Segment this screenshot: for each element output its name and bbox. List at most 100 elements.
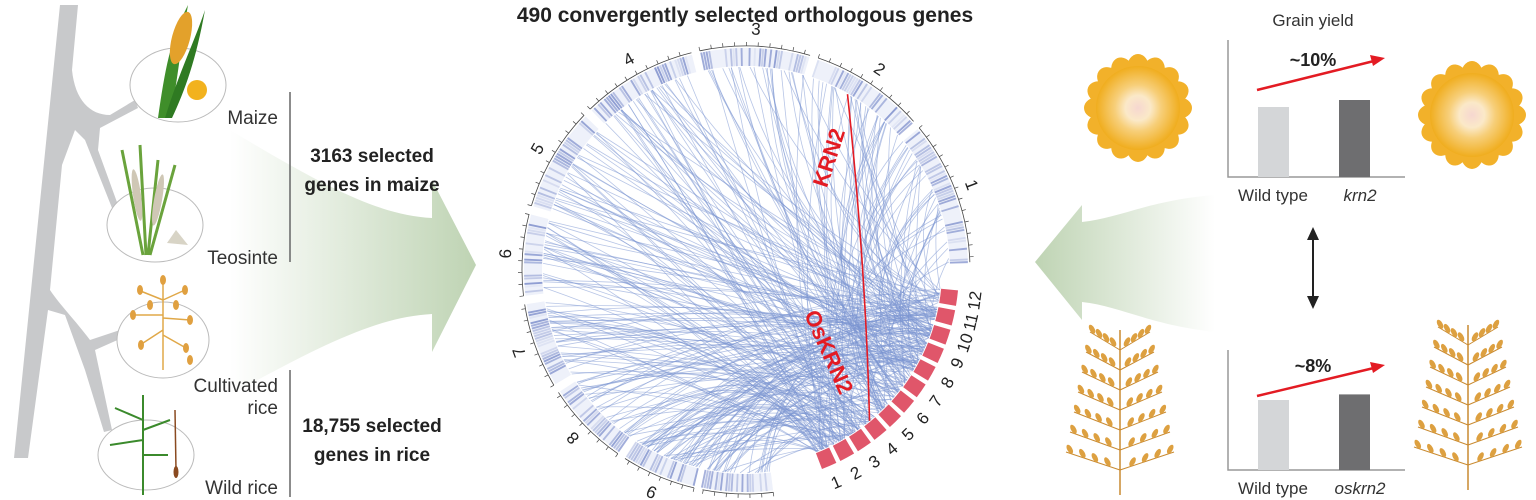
grain [1105,437,1112,447]
rice-chromosome-label: 4 [882,439,901,460]
ortholog-link [907,211,941,371]
tick [615,453,619,458]
selection-stripe [617,436,630,453]
tick [702,489,704,494]
selection-stripe [610,431,624,448]
tick [531,192,536,195]
selection-stripe [933,182,951,192]
selection-stripe [555,155,572,166]
category-wild-type-rice: Wild type [1238,479,1308,498]
selection-stripe [524,284,543,288]
branch [1069,431,1121,451]
branch [1467,326,1499,346]
grain [1488,343,1496,353]
maize-band [903,129,968,263]
selection-stripe [586,411,601,426]
tick [526,331,531,333]
grain [1478,328,1486,338]
selection-stripe [868,92,882,109]
grain [1477,452,1484,462]
branch [1433,346,1469,366]
selection-stripe [778,50,784,69]
ortholog-link [626,390,825,449]
maize-chromosome-10: 10 [700,469,775,498]
ortholog-link [753,67,852,435]
branch [1119,451,1175,471]
grain [1138,413,1145,423]
ortholog-link [635,99,939,301]
selection-stripe [898,122,913,136]
ortholog-link [722,68,927,345]
rice-chromosome-label: 10 [953,331,977,355]
ortholog-link [621,109,916,368]
tick [954,186,959,189]
grain [1104,457,1111,467]
ortholog-link [712,69,838,443]
branch [1077,391,1121,411]
selection-stripe [524,258,543,262]
selection-stripe [843,75,855,92]
tick [530,342,535,345]
grain [1487,428,1495,438]
selection-stripe [676,58,685,77]
maize-band [560,381,630,453]
selection-stripe [905,131,921,144]
selection-stripe [677,463,685,482]
selection-stripe [925,165,943,176]
grain [1100,353,1108,363]
ortholog-link [758,313,936,473]
selection-stripe [546,360,564,370]
rice-block [939,288,959,306]
selection-stripe [544,355,562,366]
selection-stripe [533,327,551,335]
branch [1119,431,1171,451]
flow-arrow-right [230,130,476,395]
tick [544,374,549,378]
branch [1073,411,1121,431]
grain [1476,432,1483,442]
grain [1093,433,1101,443]
grain [1145,388,1153,398]
selection-stripe [740,48,743,67]
grain [1447,368,1454,378]
tick [698,46,701,51]
maize-yield-chart: ~10% Wild type krn2 [1227,40,1405,205]
branch [1119,351,1155,371]
grain [1496,339,1503,349]
tick [571,414,575,418]
branch [1081,371,1121,391]
selection-stripe [669,61,677,79]
selection-stripe [839,72,850,90]
grain [1457,332,1465,342]
ortholog-link [666,327,933,458]
rice-block [891,390,915,413]
grain [1455,372,1463,382]
ortholog-link [733,357,919,473]
selection-stripe [528,310,547,317]
branch [1421,406,1469,426]
selection-stripe [937,194,956,203]
selection-stripe [749,473,752,492]
selection-stripe [945,226,965,232]
tick [817,54,820,59]
selection-stripe [658,65,668,83]
branch [1119,371,1159,391]
selection-stripe [572,397,588,410]
selection-stripe [632,445,644,462]
selection-stripe [536,194,555,203]
label-wild-rice: Wild rice [205,478,278,499]
tick [540,170,545,174]
maize-band [523,214,549,296]
selection-stripe [524,281,543,285]
selection-stripe [644,71,655,89]
selection-stripe [936,189,954,198]
branch [1119,331,1151,351]
branch [1119,411,1167,431]
grain [1492,319,1500,329]
selection-stripe [700,52,706,71]
selection-stripe [852,80,864,97]
selection-stripe [630,444,642,461]
selection-stripe [534,199,553,207]
ortholog-link [554,201,844,440]
ortholog-link [764,437,824,473]
